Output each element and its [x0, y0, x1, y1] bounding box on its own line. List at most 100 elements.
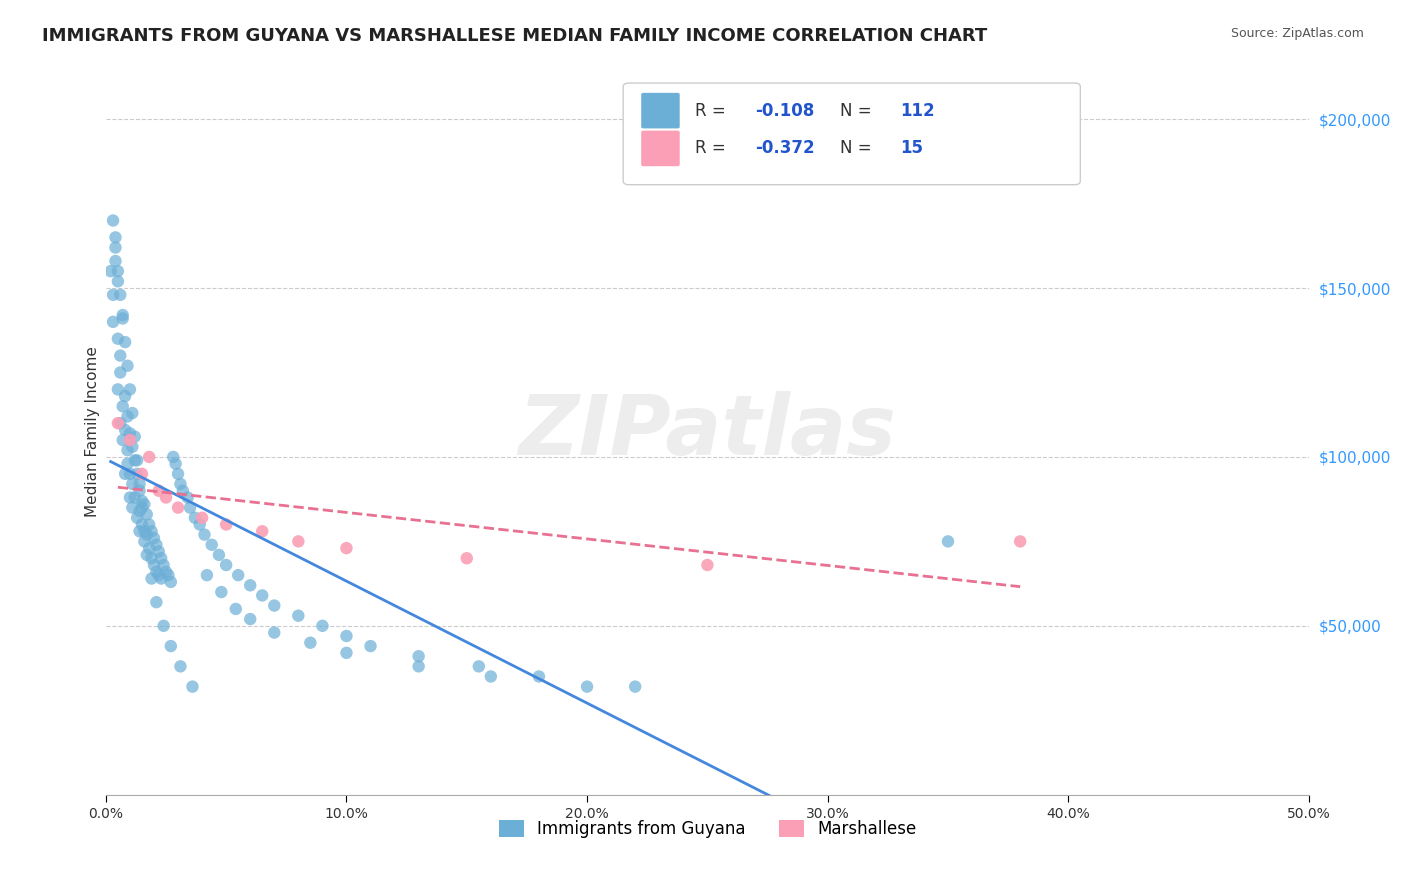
Point — [104, 241, 127, 255]
Point — [148, 483, 170, 498]
Point — [215, 558, 238, 572]
Point — [124, 491, 146, 505]
Point — [157, 568, 180, 582]
Point — [311, 619, 333, 633]
Point — [152, 558, 174, 572]
Point — [118, 426, 141, 441]
Point — [134, 534, 156, 549]
Point — [263, 599, 285, 613]
Point — [191, 510, 214, 524]
Point — [117, 409, 139, 424]
Point — [131, 467, 153, 481]
Point — [138, 450, 160, 464]
Point — [117, 457, 139, 471]
Point — [131, 517, 153, 532]
Point — [527, 669, 550, 683]
Point — [118, 467, 141, 481]
Point — [165, 457, 187, 471]
Point — [124, 430, 146, 444]
Text: R =: R = — [696, 139, 731, 157]
Point — [110, 366, 132, 380]
Point — [155, 491, 177, 505]
Point — [111, 308, 134, 322]
Point — [226, 568, 249, 582]
Point — [121, 406, 143, 420]
Point — [121, 500, 143, 515]
Point — [127, 510, 149, 524]
Point — [159, 574, 181, 589]
Point — [479, 669, 502, 683]
Point — [141, 524, 163, 539]
Point — [696, 558, 718, 572]
Point — [169, 477, 191, 491]
Point — [148, 544, 170, 558]
Point — [172, 483, 194, 498]
Point — [110, 349, 132, 363]
Point — [239, 578, 262, 592]
Point — [239, 612, 262, 626]
Point — [111, 433, 134, 447]
FancyBboxPatch shape — [641, 93, 679, 128]
Point — [169, 659, 191, 673]
Point — [128, 483, 150, 498]
Point — [107, 274, 129, 288]
Point — [287, 608, 309, 623]
Point — [167, 467, 190, 481]
Text: IMMIGRANTS FROM GUYANA VS MARSHALLESE MEDIAN FAMILY INCOME CORRELATION CHART: IMMIGRANTS FROM GUYANA VS MARSHALLESE ME… — [42, 27, 987, 45]
Text: Source: ZipAtlas.com: Source: ZipAtlas.com — [1230, 27, 1364, 40]
Point — [111, 311, 134, 326]
Point — [107, 416, 129, 430]
Point — [134, 524, 156, 539]
Point — [145, 565, 167, 579]
Point — [131, 493, 153, 508]
Point — [101, 213, 124, 227]
Point — [114, 423, 136, 437]
Text: N =: N = — [839, 139, 876, 157]
Point — [181, 680, 204, 694]
Text: -0.108: -0.108 — [755, 102, 814, 120]
Point — [114, 335, 136, 350]
Point — [408, 649, 430, 664]
Point — [287, 534, 309, 549]
Point — [128, 504, 150, 518]
Point — [118, 383, 141, 397]
Point — [104, 254, 127, 268]
Point — [193, 527, 215, 541]
Point — [107, 332, 129, 346]
Text: -0.372: -0.372 — [755, 139, 815, 157]
Point — [150, 551, 173, 566]
Point — [195, 568, 218, 582]
Point — [335, 541, 357, 556]
Point — [209, 585, 232, 599]
Point — [148, 568, 170, 582]
Y-axis label: Median Family Income: Median Family Income — [86, 346, 100, 517]
Point — [143, 531, 166, 545]
FancyBboxPatch shape — [641, 130, 679, 166]
Point — [118, 491, 141, 505]
Point — [100, 264, 122, 278]
Point — [128, 524, 150, 539]
Point — [101, 288, 124, 302]
Point — [179, 500, 201, 515]
Point — [101, 315, 124, 329]
Point — [124, 453, 146, 467]
Text: R =: R = — [696, 102, 731, 120]
Point — [162, 450, 184, 464]
Text: 15: 15 — [900, 139, 922, 157]
Point — [624, 680, 647, 694]
Point — [121, 477, 143, 491]
Point — [152, 619, 174, 633]
Point — [408, 659, 430, 673]
Point — [208, 548, 231, 562]
Point — [141, 551, 163, 566]
Point — [104, 230, 127, 244]
Point — [107, 383, 129, 397]
Point — [127, 467, 149, 481]
Point — [150, 572, 173, 586]
Point — [114, 467, 136, 481]
Legend: Immigrants from Guyana, Marshallese: Immigrants from Guyana, Marshallese — [492, 813, 922, 845]
Point — [114, 389, 136, 403]
Text: 112: 112 — [900, 102, 935, 120]
FancyBboxPatch shape — [623, 83, 1080, 185]
Text: ZIPatlas: ZIPatlas — [519, 391, 896, 472]
